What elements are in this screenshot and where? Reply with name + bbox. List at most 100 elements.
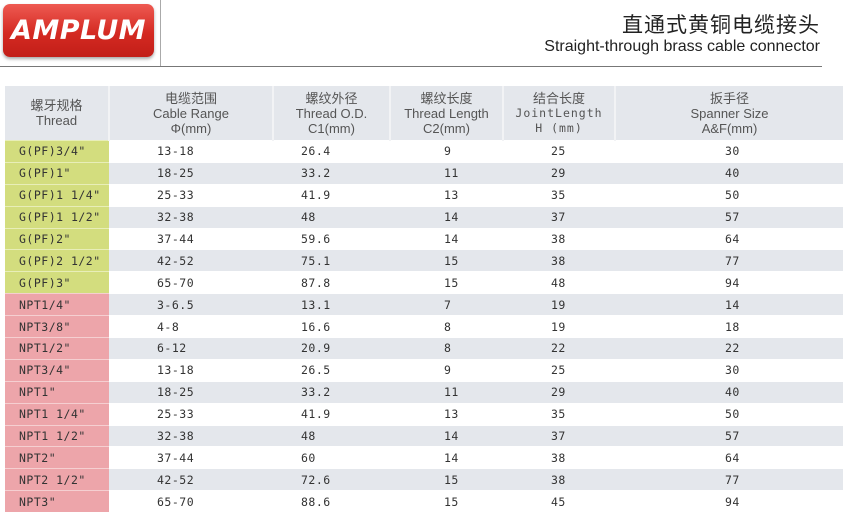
cell-cable-range: 37-44 <box>109 447 273 469</box>
header-cn: 结合长度 <box>504 91 614 106</box>
cell-spanner-size: 77 <box>615 250 843 272</box>
cell-cable-range: 32-38 <box>109 206 273 228</box>
header-en: JointLength <box>504 106 614 121</box>
cell-thread-length: 7 <box>390 294 503 316</box>
header-en: Thread Length <box>391 106 502 121</box>
cell-joint-length: 22 <box>503 338 615 360</box>
cell-spanner-size: 57 <box>615 425 843 447</box>
cell-thread-length: 11 <box>390 162 503 184</box>
cell-joint-length: 19 <box>503 294 615 316</box>
cell-thread-length: 15 <box>390 272 503 294</box>
cell-thread: NPT1/4" <box>5 294 109 316</box>
header-en: Thread O.D. <box>274 106 389 121</box>
cell-spanner-size: 57 <box>615 206 843 228</box>
cell-joint-length: 38 <box>503 447 615 469</box>
cell-joint-length: 38 <box>503 228 615 250</box>
cell-thread: NPT1/2" <box>5 338 109 360</box>
cell-thread-length: 14 <box>390 206 503 228</box>
cell-thread-length: 9 <box>390 359 503 381</box>
header-cn: 螺纹长度 <box>391 91 502 106</box>
cell-cable-range: 32-38 <box>109 425 273 447</box>
cell-cable-range: 13-18 <box>109 359 273 381</box>
cell-spanner-size: 64 <box>615 447 843 469</box>
cell-cable-range: 65-70 <box>109 272 273 294</box>
header-en: Cable Range <box>110 106 272 121</box>
cell-thread-od: 41.9 <box>273 184 390 206</box>
cell-thread: G(PF)3" <box>5 272 109 294</box>
header-unit: A&F(mm) <box>616 121 843 136</box>
cell-spanner-size: 77 <box>615 469 843 491</box>
cell-thread-od: 16.6 <box>273 316 390 338</box>
cell-thread-od: 88.6 <box>273 491 390 512</box>
cell-spanner-size: 14 <box>615 294 843 316</box>
cell-thread: NPT3/8" <box>5 316 109 338</box>
cell-thread-od: 48 <box>273 425 390 447</box>
cell-thread-od: 26.4 <box>273 141 390 163</box>
cell-spanner-size: 18 <box>615 316 843 338</box>
cell-joint-length: 25 <box>503 359 615 381</box>
cell-thread-od: 13.1 <box>273 294 390 316</box>
cell-thread: NPT3/4" <box>5 359 109 381</box>
cell-thread-length: 14 <box>390 425 503 447</box>
cell-cable-range: 18-25 <box>109 162 273 184</box>
cell-joint-length: 37 <box>503 206 615 228</box>
cell-cable-range: 25-33 <box>109 403 273 425</box>
header-unit: Φ(mm) <box>110 121 272 136</box>
cell-thread-length: 15 <box>390 491 503 512</box>
header-unit: C2(mm) <box>391 121 502 136</box>
cell-joint-length: 35 <box>503 403 615 425</box>
cell-thread-length: 11 <box>390 381 503 403</box>
cell-cable-range: 42-52 <box>109 250 273 272</box>
cell-joint-length: 45 <box>503 491 615 512</box>
cell-thread: NPT1 1/4" <box>5 403 109 425</box>
cell-thread: G(PF)3/4" <box>5 141 109 163</box>
cell-thread-od: 33.2 <box>273 162 390 184</box>
cell-spanner-size: 22 <box>615 338 843 360</box>
cell-cable-range: 37-44 <box>109 228 273 250</box>
cell-joint-length: 38 <box>503 469 615 491</box>
cell-thread-length: 13 <box>390 403 503 425</box>
cell-thread: NPT2 1/2" <box>5 469 109 491</box>
cell-spanner-size: 94 <box>615 491 843 512</box>
cell-cable-range: 6-12 <box>109 338 273 360</box>
amplum-logo: AMPLUM <box>3 4 154 57</box>
cell-joint-length: 38 <box>503 250 615 272</box>
logo-text: AMPLUM <box>11 15 146 46</box>
cell-thread: NPT2" <box>5 447 109 469</box>
cell-thread-length: 14 <box>390 447 503 469</box>
cell-cable-range: 42-52 <box>109 469 273 491</box>
cell-thread-od: 20.9 <box>273 338 390 360</box>
cell-joint-length: 37 <box>503 425 615 447</box>
cell-joint-length: 19 <box>503 316 615 338</box>
cell-thread-od: 87.8 <box>273 272 390 294</box>
cell-joint-length: 48 <box>503 272 615 294</box>
cell-spanner-size: 50 <box>615 184 843 206</box>
cell-thread-length: 8 <box>390 316 503 338</box>
header-cn: 螺纹外径 <box>274 91 389 106</box>
cell-thread-od: 26.5 <box>273 359 390 381</box>
cell-thread: G(PF)1 1/4" <box>5 184 109 206</box>
cell-thread: G(PF)2" <box>5 228 109 250</box>
cell-thread-length: 14 <box>390 228 503 250</box>
cell-thread-od: 48 <box>273 206 390 228</box>
cell-thread: NPT1" <box>5 381 109 403</box>
